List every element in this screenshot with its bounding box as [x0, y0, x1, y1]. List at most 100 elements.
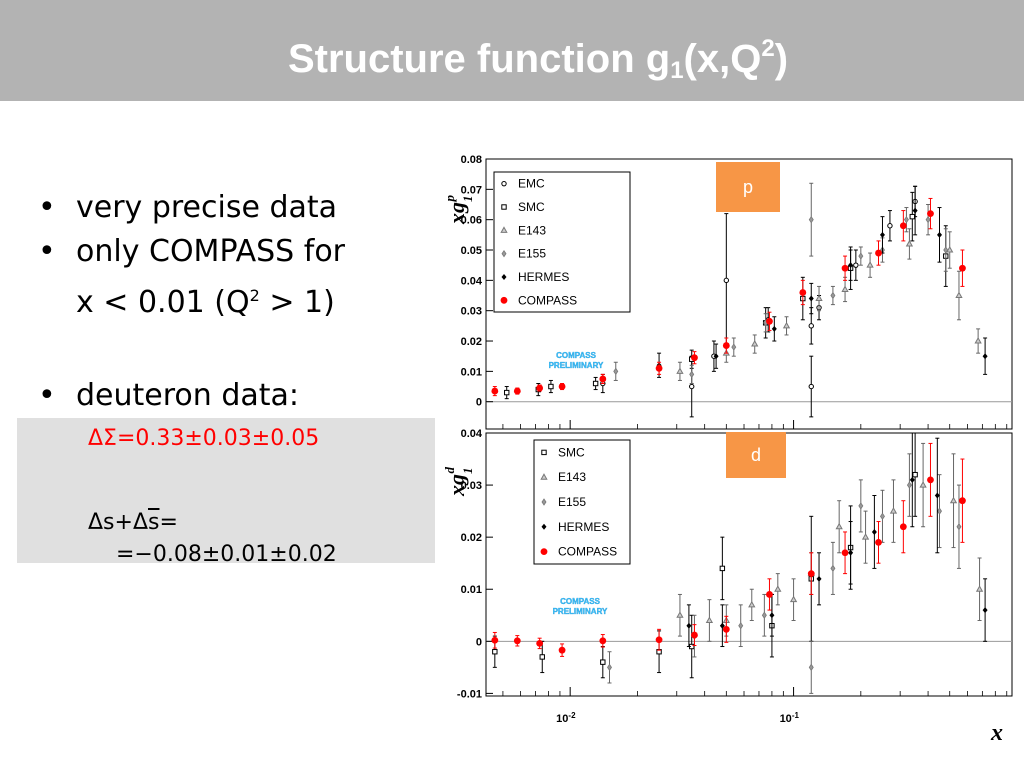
dot-marker — [841, 264, 849, 272]
x-tick-label: 10-2 — [556, 711, 576, 725]
dot-marker — [899, 523, 907, 531]
legend-diamond-marker — [501, 249, 507, 258]
dot-marker — [722, 342, 730, 349]
diamond-marker — [925, 215, 931, 224]
panel-tag-box — [716, 162, 780, 212]
series-compass — [491, 442, 966, 657]
triangle-marker — [975, 585, 984, 592]
legend-dot-marker — [540, 548, 548, 555]
legend: SMC E143 E155 HERMES COMPASS — [533, 439, 631, 565]
title-superscript: 2 — [761, 35, 775, 62]
bullet-list-deuteron: deuteron data: — [38, 374, 299, 418]
square-marker — [539, 654, 545, 660]
circle-marker — [723, 277, 730, 284]
triangle-marker — [751, 340, 759, 347]
delta-s-equals: = — [159, 510, 178, 535]
circle-marker — [808, 383, 814, 390]
dot-marker — [841, 549, 849, 557]
diamond-marker — [808, 215, 814, 224]
dot-marker — [513, 387, 521, 395]
triangle-marker — [861, 533, 870, 540]
y-tick-label: 0 — [476, 636, 482, 648]
diamond-filled-marker — [848, 262, 854, 269]
diamond-marker — [937, 507, 942, 515]
triangle-marker — [841, 285, 849, 292]
diamond-filled-marker — [871, 528, 877, 535]
legend-triangle-marker — [540, 473, 548, 480]
legend-box — [533, 439, 631, 565]
triangle-marker — [815, 294, 823, 302]
bullet-list: very precise data only COMPASS for x < 0.… — [38, 186, 345, 325]
dot-marker — [899, 222, 907, 230]
title-bar: Structure function g1(x,Q2) — [0, 0, 1024, 101]
dot-marker — [722, 625, 730, 633]
dot-marker — [875, 538, 882, 546]
diamond-marker — [738, 621, 744, 630]
series-compass — [491, 197, 966, 397]
dot-marker — [558, 646, 566, 654]
preliminary-label: COMPASS — [556, 351, 597, 360]
chart-p: 00.010.020.030.040.050.060.070.0810-210-… — [442, 154, 1013, 470]
triangle-marker — [705, 616, 714, 623]
g1-charts: 0 0.01 0.02 0.03 0.04 0.05 0.06 0.07 0.08 10-2 10-… — [442, 154, 1013, 746]
diamond-marker — [830, 564, 836, 573]
y-axis-label: xg1d — [442, 467, 475, 498]
panel-tag-label: p — [743, 177, 753, 197]
delta-sigma-value: ΔΣ=0.33±0.03±0.05 — [88, 426, 320, 451]
dot-marker — [599, 375, 607, 383]
triangle-marker — [946, 245, 954, 253]
title-open: (x,Q — [683, 37, 762, 81]
y-tick-label: -0.01 — [457, 688, 482, 700]
delta-sbar: s — [148, 510, 160, 535]
diamond-filled-marker — [771, 325, 777, 332]
delta-s-value: =−0.08±0.01±0.02 — [116, 542, 337, 567]
y-tick-label: 0.01 — [461, 584, 482, 596]
diamond-marker — [906, 481, 912, 489]
legend-diamond-marker — [541, 498, 547, 506]
dot-marker — [766, 591, 773, 598]
triangle-marker — [866, 261, 874, 268]
y-tick-label: 0.07 — [461, 184, 482, 196]
legend-triangle-marker — [500, 226, 508, 233]
triangle-marker — [789, 595, 798, 603]
dot-marker — [927, 210, 934, 218]
deuteron-highlight-box — [17, 418, 435, 563]
diamond-marker — [956, 523, 962, 531]
diamond-marker — [689, 370, 695, 379]
legend-box — [493, 171, 631, 313]
legend-label: HERMES — [518, 270, 569, 284]
legend-label: COMPASS — [558, 545, 617, 559]
y-tick-label: 0 — [476, 397, 482, 409]
y-tick-label: 0.04 — [461, 275, 483, 287]
y-tick-label: 0.05 — [461, 245, 482, 257]
legend-label: SMC — [558, 445, 585, 459]
legend-square-marker — [541, 449, 547, 456]
dot-marker — [875, 249, 882, 257]
dot-marker — [655, 636, 663, 644]
dot-marker — [959, 264, 966, 272]
diamond-filled-marker — [808, 295, 814, 302]
square-marker — [600, 659, 606, 665]
bullet-only-compass: only COMPASS for x < 0.01 (Q2 > 1) — [38, 230, 345, 325]
title-close: ) — [774, 37, 789, 81]
title-subscript: 1 — [670, 57, 684, 84]
diamond-marker — [879, 512, 885, 521]
bullet-q-superscript: 2 — [249, 286, 260, 305]
diamond-marker — [943, 246, 949, 254]
x-tick-label: 10-1 — [780, 711, 800, 725]
square-marker — [912, 471, 918, 478]
triangle-marker — [949, 496, 958, 504]
legend-label: E143 — [518, 223, 546, 237]
bullet-only-compass-x: x < 0.01 (Q — [76, 285, 250, 320]
diamond-marker — [858, 252, 864, 260]
square-marker — [548, 383, 554, 390]
diamond-marker — [607, 663, 612, 672]
diamond-filled-marker — [934, 492, 940, 499]
preliminary-label: PRELIMINARY — [549, 361, 604, 370]
diamond-marker — [858, 502, 864, 510]
triangle-marker — [676, 611, 684, 618]
circle-marker — [853, 262, 859, 268]
triangle-marker — [835, 522, 843, 530]
dot-marker — [799, 289, 807, 296]
dot-marker — [491, 636, 499, 644]
